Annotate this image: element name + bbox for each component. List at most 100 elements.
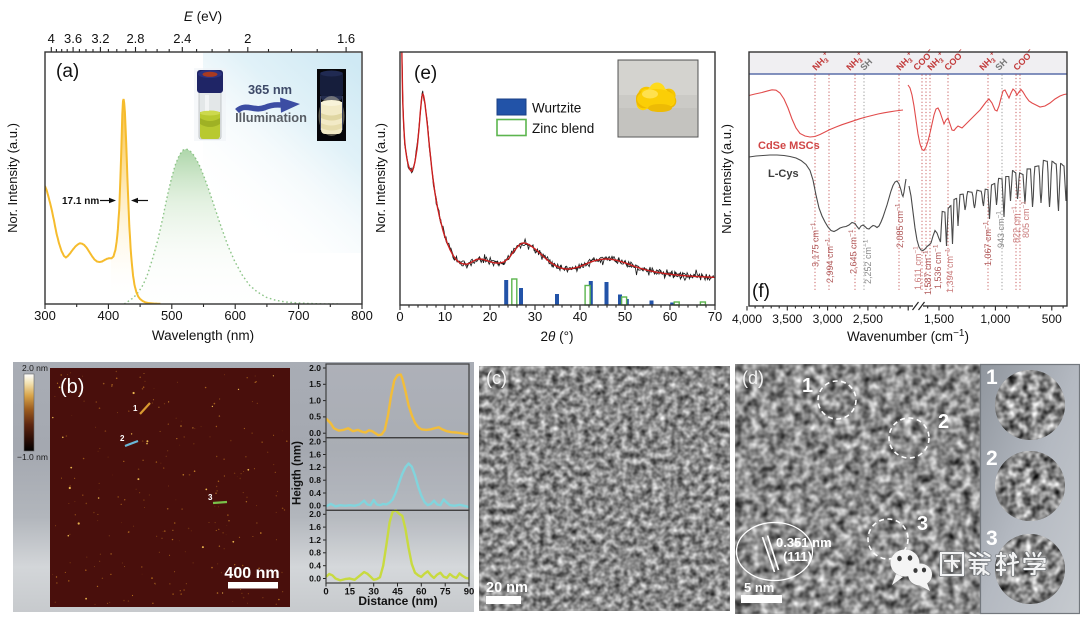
svg-text:0.4: 0.4 (309, 488, 321, 498)
svg-text:(d): (d) (742, 368, 764, 388)
svg-text:(f): (f) (752, 281, 770, 302)
svg-text:1.0: 1.0 (309, 395, 321, 405)
svg-text:500: 500 (1042, 312, 1062, 326)
svg-text:3.2: 3.2 (91, 31, 109, 46)
svg-text:Wavenumber (cm−1): Wavenumber (cm−1) (847, 328, 969, 344)
svg-text:0: 0 (323, 587, 328, 598)
svg-text:3: 3 (917, 513, 928, 535)
svg-text:2: 2 (244, 31, 251, 46)
svg-text:3,000: 3,000 (813, 312, 843, 326)
svg-text:L-Cys: L-Cys (768, 168, 799, 180)
svg-text:17.1 nm: 17.1 nm (62, 196, 99, 207)
svg-text:3: 3 (986, 527, 998, 550)
svg-text:30: 30 (528, 309, 542, 324)
svg-text:3.6: 3.6 (64, 31, 82, 46)
svg-text:1,394 cm−1: 1,394 cm−1 (945, 248, 956, 293)
svg-text:2: 2 (120, 434, 125, 443)
svg-text:20: 20 (483, 309, 497, 324)
svg-text:1,500: 1,500 (924, 312, 954, 326)
svg-text:60: 60 (416, 587, 427, 598)
svg-text:2.8: 2.8 (126, 31, 144, 46)
svg-text:0.8: 0.8 (309, 548, 321, 558)
svg-text:4,000: 4,000 (732, 312, 762, 326)
svg-text:1.6: 1.6 (309, 522, 321, 532)
svg-text:2.0: 2.0 (309, 363, 321, 373)
svg-text:1.6: 1.6 (309, 449, 321, 459)
svg-text:1,067 cm−1: 1,067 cm−1 (983, 221, 994, 266)
svg-text:0.8: 0.8 (309, 475, 321, 485)
svg-text:Nor. Intensity (a.u.): Nor. Intensity (a.u.) (5, 123, 20, 233)
svg-text:300: 300 (34, 308, 56, 323)
svg-text:Heigth (nm): Heigth (nm) (292, 441, 304, 505)
svg-text:Distance (nm): Distance (nm) (358, 594, 437, 608)
svg-text:15: 15 (345, 587, 356, 598)
svg-text:2: 2 (986, 447, 998, 470)
svg-text:10: 10 (438, 309, 452, 324)
svg-text:2,645 cm−1: 2,645 cm−1 (848, 229, 859, 274)
svg-text:1,000: 1,000 (980, 312, 1010, 326)
svg-text:0.0: 0.0 (309, 573, 321, 583)
svg-text:0.0: 0.0 (309, 428, 321, 438)
svg-text:4: 4 (48, 31, 55, 46)
svg-text:CdSe MSCs: CdSe MSCs (758, 140, 820, 152)
svg-text:2θ (°): 2θ (°) (541, 329, 574, 344)
svg-text:1,611 cm−1: 1,611 cm−1 (913, 246, 924, 290)
svg-text:2.0: 2.0 (309, 437, 321, 447)
svg-text:3: 3 (208, 493, 213, 502)
svg-text:2,500: 2,500 (853, 312, 883, 326)
svg-text:40: 40 (573, 309, 587, 324)
svg-text:1: 1 (802, 375, 813, 397)
svg-text:1: 1 (133, 404, 138, 413)
svg-text:1.5: 1.5 (309, 379, 321, 389)
svg-text:0.0: 0.0 (309, 501, 321, 511)
svg-text:3,500: 3,500 (772, 312, 802, 326)
svg-text:(e): (e) (414, 63, 437, 84)
svg-text:1,536 cm−1: 1,536 cm−1 (933, 244, 944, 289)
svg-text:(b): (b) (60, 376, 84, 398)
svg-text:2,085 cm−1: 2,085 cm−1 (895, 203, 906, 248)
svg-text:Illumination: Illumination (235, 110, 307, 125)
svg-text:500: 500 (161, 308, 183, 323)
svg-text:2.0 nm: 2.0 nm (22, 363, 48, 373)
svg-text:90: 90 (464, 587, 475, 598)
svg-text:0.351 nm: 0.351 nm (776, 535, 832, 550)
svg-text:30: 30 (368, 587, 379, 598)
svg-text:0: 0 (396, 309, 403, 324)
svg-text:50: 50 (618, 309, 632, 324)
svg-text:Nor. Intensity (a.u.): Nor. Intensity (a.u.) (373, 123, 388, 233)
svg-text:600: 600 (224, 308, 246, 323)
svg-text:1: 1 (986, 366, 998, 389)
svg-text:70: 70 (708, 309, 722, 324)
svg-text:(a): (a) (56, 61, 79, 82)
svg-text:943 cm−1: 943 cm−1 (996, 211, 1007, 248)
svg-text:3,175 cm−1: 3,175 cm−1 (810, 222, 821, 267)
svg-text:1.6: 1.6 (337, 31, 355, 46)
svg-text:1,587 cm−1: 1,587 cm−1 (923, 250, 934, 295)
svg-text:800: 800 (351, 308, 373, 323)
svg-text:400: 400 (98, 308, 120, 323)
svg-text:45: 45 (392, 587, 403, 598)
svg-text:60: 60 (663, 309, 677, 324)
svg-text:−1.0 nm: −1.0 nm (17, 452, 48, 462)
svg-text:822 cm−1: 822 cm−1 (1011, 206, 1022, 243)
svg-text:2.4: 2.4 (173, 31, 191, 46)
svg-text:5 nm: 5 nm (744, 580, 774, 595)
svg-text:Zinc blend: Zinc blend (532, 121, 594, 136)
svg-text:805 cm−1: 805 cm−1 (1021, 201, 1032, 238)
svg-text:0.5: 0.5 (309, 412, 321, 422)
svg-text:2.0: 2.0 (309, 509, 321, 519)
svg-text:1.2: 1.2 (309, 462, 321, 472)
svg-text:75: 75 (440, 587, 451, 598)
svg-text:(111): (111) (783, 549, 812, 564)
svg-text:Wurtzite: Wurtzite (532, 101, 581, 116)
svg-text:2,252 cm−1: 2,252 cm−1 (863, 239, 874, 284)
svg-text:0.4: 0.4 (309, 561, 321, 571)
svg-text:2: 2 (938, 411, 949, 433)
svg-text:2,994 cm−1: 2,994 cm−1 (825, 238, 836, 283)
svg-text:(c): (c) (486, 368, 507, 388)
svg-text:Wavelength (nm): Wavelength (nm) (152, 328, 254, 343)
svg-text:365 nm: 365 nm (248, 82, 292, 97)
svg-text:E (eV): E (eV) (184, 9, 222, 24)
svg-text:1.2: 1.2 (309, 535, 321, 545)
svg-text:Nor. Intensity (a.u.): Nor. Intensity (a.u.) (719, 124, 734, 234)
